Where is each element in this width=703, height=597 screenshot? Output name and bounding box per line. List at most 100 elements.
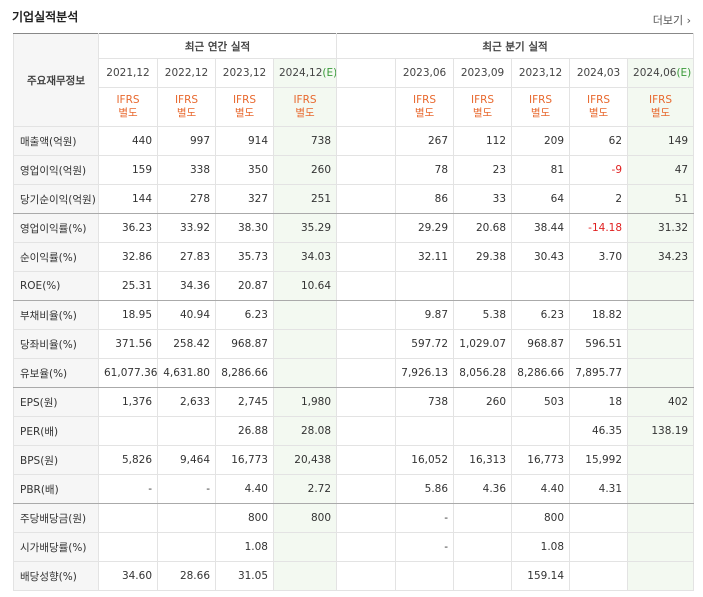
standard-header: IFRS 별도	[272, 87, 338, 127]
value-cell: 34.23	[627, 242, 695, 272]
value-text: 1,029.07	[459, 338, 507, 350]
value-cell	[569, 271, 629, 301]
value-cell: 81	[511, 155, 571, 185]
value-cell: 31.05	[215, 561, 274, 591]
value-text: 327	[247, 193, 268, 205]
value-text: 6.23	[540, 309, 565, 321]
value-cell: 278	[157, 184, 216, 214]
value-text: 23	[492, 164, 507, 176]
value-cell: 38.30	[215, 213, 274, 243]
value-text: 159	[131, 164, 152, 176]
row-label: 시가배당률(%)	[13, 532, 99, 562]
standard-text: IFRS	[470, 94, 495, 106]
value-text: -14.18	[588, 222, 623, 234]
value-cell: 33	[453, 184, 513, 214]
value-text: 38.30	[237, 222, 268, 234]
value-text: 34.03	[300, 251, 332, 263]
value-text: 30.43	[533, 251, 565, 263]
table-row: 당기순이익(억원) 144 278 327 251 86 33 64 2 51	[13, 184, 695, 214]
title: 기업실적분석	[12, 10, 79, 24]
value-text: 28.66	[179, 570, 210, 582]
value-cell	[627, 329, 695, 359]
row-label: 당기순이익(억원)	[13, 184, 99, 214]
value-cell: 503	[511, 387, 571, 417]
table-row: 시가배당률(%) 1.08 - 1.08	[13, 532, 695, 562]
group-header: 최근 분기 실적	[336, 33, 695, 59]
table-row: EPS(원) 1,376 2,633 2,745 1,980 738 260 503 18 402	[13, 387, 695, 417]
value-cell	[336, 503, 397, 533]
estimate-mark: (E)	[322, 67, 337, 79]
period-label: 2021,12	[106, 67, 150, 79]
value-cell: 1,029.07	[453, 329, 513, 359]
value-text: 260	[485, 396, 507, 408]
value-text: 914	[247, 135, 268, 147]
value-cell: 968.87	[215, 329, 274, 359]
value-text: 35.73	[237, 251, 268, 263]
value-text: 32.86	[121, 251, 152, 263]
standard-header: IFRS 별도	[627, 87, 695, 127]
value-text: 16,052	[411, 454, 449, 466]
value-text: 7,926.13	[401, 367, 449, 379]
row-label: 유보율(%)	[13, 358, 99, 388]
value-text: 31.32	[658, 222, 689, 234]
value-cell	[336, 532, 397, 562]
value-cell: 800	[511, 503, 571, 533]
value-cell: 260	[272, 155, 338, 185]
value-text: 209	[543, 135, 565, 147]
value-text: 25.31	[121, 280, 152, 292]
value-text: 4.40	[244, 483, 268, 495]
period-header: 2023,12	[215, 58, 274, 88]
value-cell: 371.56	[98, 329, 158, 359]
standard-text: 별도	[472, 107, 493, 119]
value-text: 16,773	[527, 454, 565, 466]
table-row: 영업이익(억원) 159 338 350 260 78 23 81 -9 47	[13, 155, 695, 185]
value-text: 81	[550, 164, 565, 176]
more-text[interactable]: 더보기	[652, 14, 684, 27]
value-text: 4.40	[540, 483, 565, 495]
period-label: 2024,12	[279, 67, 323, 79]
value-cell	[336, 561, 397, 591]
standard-text: 별도	[650, 107, 671, 119]
value-cell: 968.87	[511, 329, 571, 359]
row-label: 배당성향(%)	[13, 561, 99, 591]
value-cell	[627, 474, 695, 504]
value-cell: 51	[627, 184, 695, 214]
value-cell: 402	[627, 387, 695, 417]
period-label: 2023,12	[222, 67, 267, 79]
table-row: 유보율(%) 61,077.36 4,631.80 8,286.66 7,926.13 8…	[13, 358, 695, 388]
value-cell	[336, 329, 397, 359]
period-label: 2023,09	[460, 67, 505, 79]
value-text: 138.19	[651, 425, 689, 437]
period-label: 2024,06	[633, 67, 677, 79]
value-cell	[336, 300, 397, 330]
standard-text: 별도	[588, 107, 609, 119]
value-text: 16,313	[469, 454, 507, 466]
value-cell: 997	[157, 126, 216, 156]
value-cell: -	[395, 503, 455, 533]
value-cell: 6.23	[511, 300, 571, 330]
value-cell: 8,056.28	[453, 358, 513, 388]
standard-text: 별도	[295, 107, 315, 119]
value-cell: 4.31	[569, 474, 629, 504]
value-cell: 62	[569, 126, 629, 156]
value-text: 8,056.28	[459, 367, 507, 379]
value-cell: 440	[98, 126, 158, 156]
value-cell: 38.44	[511, 213, 571, 243]
value-cell: -9	[569, 155, 629, 185]
value-cell	[272, 561, 338, 591]
value-cell: 5.38	[453, 300, 513, 330]
row-label: 주당배당금(원)	[13, 503, 99, 533]
period-header: 2024,03	[569, 58, 629, 88]
value-cell	[627, 358, 695, 388]
value-cell: 35.73	[215, 242, 274, 272]
value-cell: 29.38	[453, 242, 513, 272]
more-link[interactable]: 더보기 ›	[652, 14, 691, 27]
value-text: 8,286.66	[517, 367, 565, 379]
row-label: 영업이익률(%)	[13, 213, 99, 243]
value-text: 33.92	[179, 222, 210, 234]
value-cell: 9,464	[157, 445, 216, 475]
value-cell	[272, 358, 338, 388]
value-cell	[272, 300, 338, 330]
standard-header: IFRS 별도	[569, 87, 629, 127]
value-text: 38.44	[533, 222, 565, 234]
